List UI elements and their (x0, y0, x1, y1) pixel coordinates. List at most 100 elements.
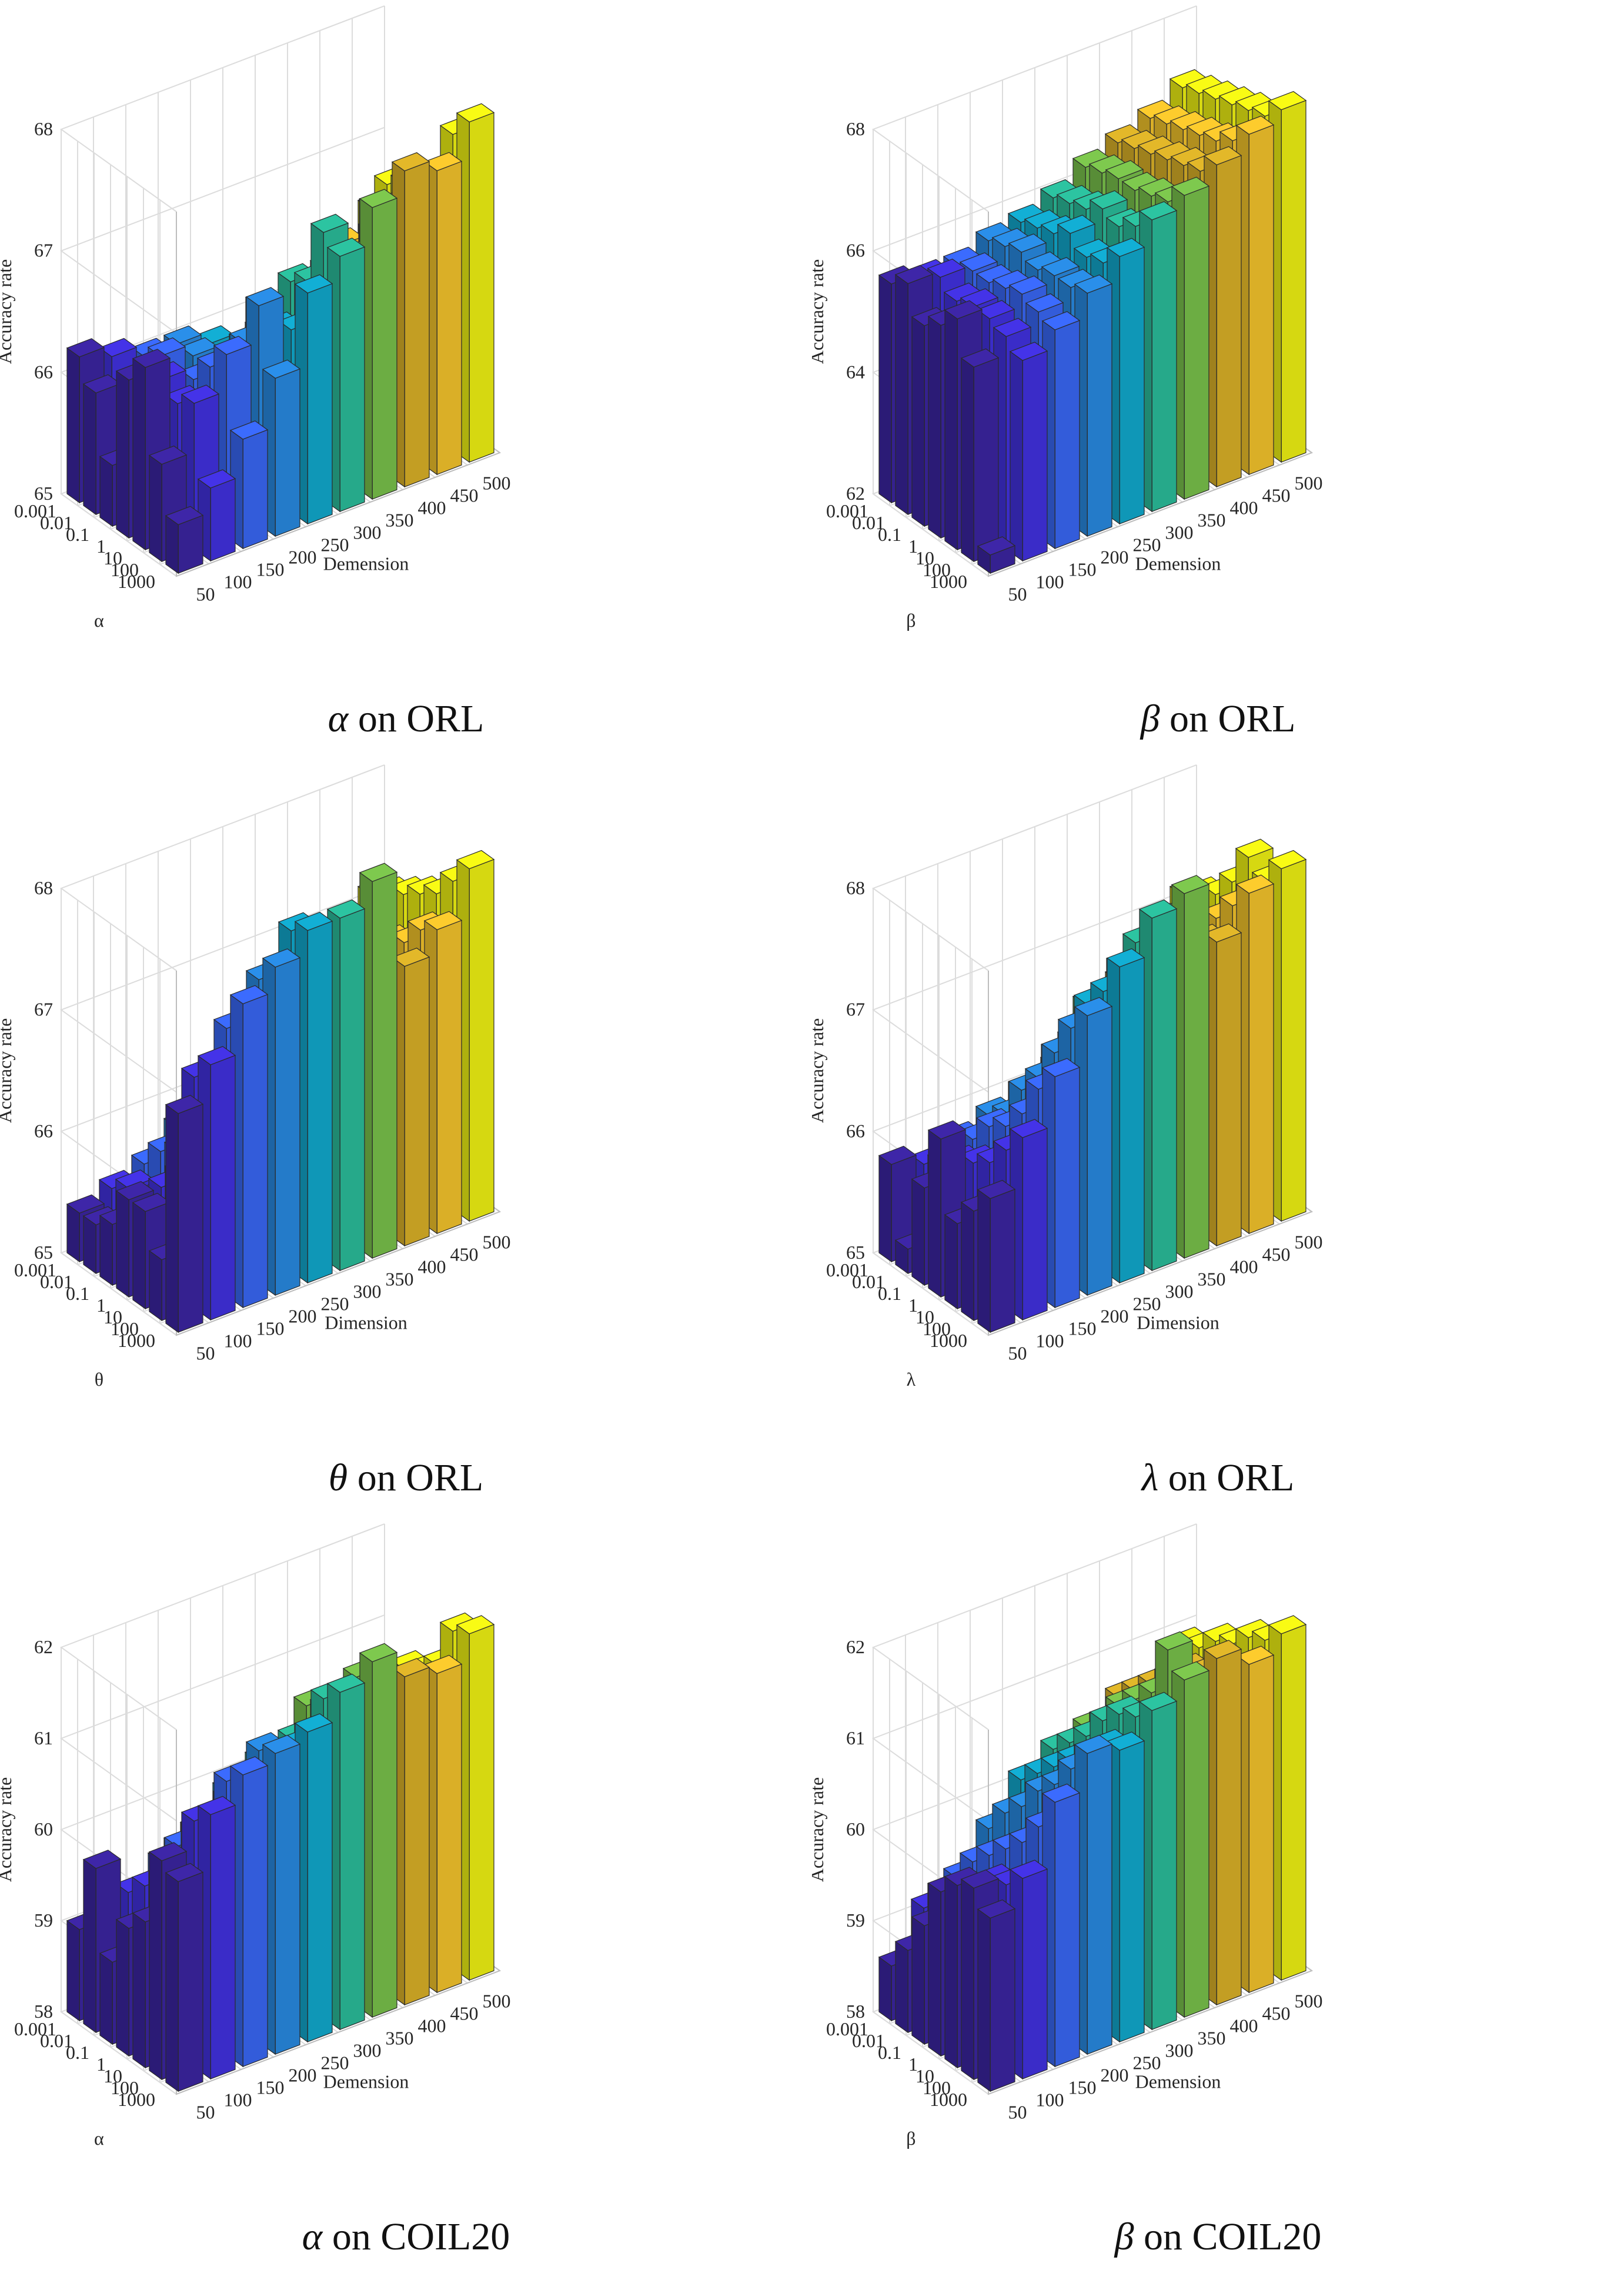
z-tick-label: 59 (846, 1910, 865, 1931)
param-tick-label: 10 (915, 1306, 934, 1328)
dim-tick-label: 400 (418, 1256, 446, 1278)
dim-tick-label: 150 (256, 2077, 285, 2098)
bar (1009, 1860, 1048, 2080)
param-tick-label: 100 (923, 1318, 951, 1339)
param-tick-label: 1 (908, 536, 918, 557)
bar (262, 948, 301, 1296)
param-axis-label: α (94, 610, 104, 631)
param-tick-label: 100 (111, 1318, 139, 1339)
caption-text: on COIL20 (1134, 2215, 1322, 2258)
dim-tick-label: 350 (386, 1269, 414, 1290)
z-tick-label: 67 (34, 240, 53, 261)
dim-tick-label: 400 (1230, 497, 1258, 519)
dim-tick-label: 400 (418, 2015, 446, 2037)
dim-tick-label: 100 (1036, 2089, 1064, 2111)
dim-tick-label: 450 (450, 2003, 479, 2024)
param-tick-label: 1 (96, 2054, 106, 2075)
bar (165, 1095, 204, 1333)
dim-tick-label: 150 (256, 559, 285, 580)
dim-tick-label: 100 (224, 2089, 252, 2111)
z-tick-label: 62 (34, 1636, 53, 1657)
dim-tick-label: 400 (1230, 2015, 1258, 2037)
bars (878, 1615, 1307, 2092)
dim-tick-label: 100 (224, 571, 252, 593)
dim-tick-label: 200 (289, 1306, 317, 1327)
bar (1041, 1783, 1081, 2068)
bar (1203, 923, 1242, 1247)
dim-tick-label: 450 (450, 1244, 479, 1265)
bar (262, 359, 301, 537)
bar (229, 1756, 269, 2068)
param-tick-label: 0.001 (826, 1259, 868, 1280)
param-tick-label: 0.01 (852, 2030, 885, 2051)
dim-tick-label: 100 (224, 1330, 252, 1352)
param-tick-label: 0.001 (14, 1259, 56, 1280)
z-tick-label: 65 (34, 1242, 53, 1263)
bars (66, 850, 495, 1333)
z-tick-label: 68 (846, 877, 865, 898)
param-tick-label: 0.01 (852, 1271, 885, 1292)
bar (977, 536, 1016, 574)
caption-symbol: α (328, 697, 349, 740)
param-axis-label: α (94, 2128, 104, 2149)
dim-tick-label: 150 (1068, 2077, 1097, 2098)
bar (294, 1713, 333, 2043)
bar (359, 189, 398, 500)
dim-tick-label: 200 (1101, 1306, 1129, 1327)
chart-panel-5: 58 59 60 61 62 Accuracy rate 0.001 0.01 0.1 1 10 10… (0, 1518, 812, 2277)
caption-1: α on ORL (0, 697, 812, 753)
param-axis-label: β (906, 610, 915, 631)
dim-tick-label: 450 (1262, 2003, 1291, 2024)
z-tick-label: 67 (34, 999, 53, 1020)
bar (294, 911, 333, 1284)
dim-tick-label: 300 (1165, 1281, 1194, 1302)
caption-3: θ on ORL (0, 1456, 812, 1512)
bar (197, 1795, 236, 2080)
caption-text: on ORL (1159, 697, 1296, 740)
param-tick-label: 0.1 (878, 1283, 901, 1304)
bar (423, 911, 463, 1235)
param-tick-label: 10 (915, 547, 934, 569)
dim-tick-label: 50 (196, 584, 215, 605)
bar (359, 1643, 398, 2018)
dim-tick-label: 50 (1008, 584, 1027, 605)
dim-tick-label: 300 (353, 1281, 382, 1302)
z-tick-label: 65 (34, 483, 53, 504)
param-tick-label: 1 (96, 1295, 106, 1316)
dim-tick-label: 350 (1198, 510, 1226, 531)
z-tick-label: 62 (846, 1636, 865, 1657)
dim-tick-label: 500 (1295, 473, 1323, 494)
param-tick-label: 0.01 (40, 512, 73, 533)
bar (1171, 1661, 1210, 2018)
caption-6: β on COIL20 (812, 2215, 1624, 2271)
bar (1074, 997, 1113, 1296)
dim-tick-label: 500 (483, 1991, 511, 2012)
z-tick-label: 65 (846, 1242, 865, 1263)
caption-2: β on ORL (812, 697, 1624, 753)
param-tick-label: 0.01 (852, 512, 885, 533)
bar (1203, 1640, 1242, 2006)
caption-text: on ORL (1158, 1456, 1295, 1499)
dim-tick-label: 50 (1008, 1343, 1027, 1364)
caption-symbol: α (302, 2215, 323, 2258)
param-tick-label: 1000 (118, 2089, 155, 2110)
dim-tick-label: 500 (1295, 1232, 1323, 1253)
dim-tick-label: 250 (1133, 1293, 1161, 1315)
param-tick-label: 0.1 (878, 2042, 901, 2063)
param-tick-label: 0.1 (878, 524, 901, 545)
dim-tick-label: 300 (1165, 2040, 1194, 2061)
dim-tick-label: 300 (1165, 522, 1194, 543)
dim-axis-label: Demension (1135, 553, 1221, 574)
dim-tick-label: 450 (450, 485, 479, 506)
dim-tick-label: 450 (1262, 485, 1291, 506)
param-tick-label: 0.01 (40, 2030, 73, 2051)
z-axis-label: Accuracy rate (0, 1777, 15, 1883)
bar (960, 348, 1000, 563)
bars (66, 1612, 495, 2092)
z-tick-label: 60 (846, 1818, 865, 1840)
param-tick-label: 0.1 (66, 1283, 89, 1304)
param-axis-label: λ (907, 1369, 916, 1390)
